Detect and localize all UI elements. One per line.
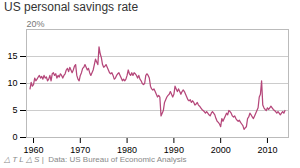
svg-text:1970: 1970 xyxy=(70,145,90,155)
svg-text:15: 15 xyxy=(7,51,17,61)
svg-text:2000: 2000 xyxy=(211,145,231,155)
html-text:△ T L △ S | Data: US Bureau of: △ T L △ S | Data: US Bureau of Economic … xyxy=(4,155,187,164)
svg-text:1980: 1980 xyxy=(117,145,137,155)
svg-text:10: 10 xyxy=(7,78,17,88)
html-text:US personal savings rate: US personal savings rate xyxy=(4,0,139,14)
svg-text:1990: 1990 xyxy=(164,145,184,155)
svg-text:5: 5 xyxy=(12,105,17,115)
svg-text:20%: 20% xyxy=(27,19,45,29)
svg-text:1960: 1960 xyxy=(24,145,44,155)
svg-text:0: 0 xyxy=(12,132,17,142)
svg-text:2010: 2010 xyxy=(257,145,277,155)
